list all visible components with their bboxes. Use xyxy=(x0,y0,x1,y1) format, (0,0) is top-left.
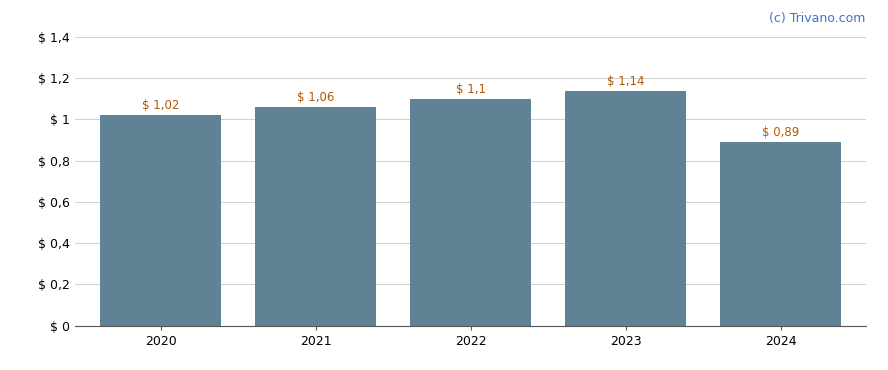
Text: $ 1,1: $ 1,1 xyxy=(456,83,486,96)
Text: (c) Trivano.com: (c) Trivano.com xyxy=(769,13,866,26)
Bar xyxy=(410,99,531,326)
Bar xyxy=(100,115,221,326)
Text: $ 1,02: $ 1,02 xyxy=(142,99,179,112)
Text: $ 0,89: $ 0,89 xyxy=(762,126,799,139)
Bar xyxy=(255,107,377,326)
Bar xyxy=(720,142,841,326)
Text: $ 1,14: $ 1,14 xyxy=(607,74,645,87)
Bar xyxy=(565,91,686,326)
Text: $ 1,06: $ 1,06 xyxy=(297,91,335,104)
